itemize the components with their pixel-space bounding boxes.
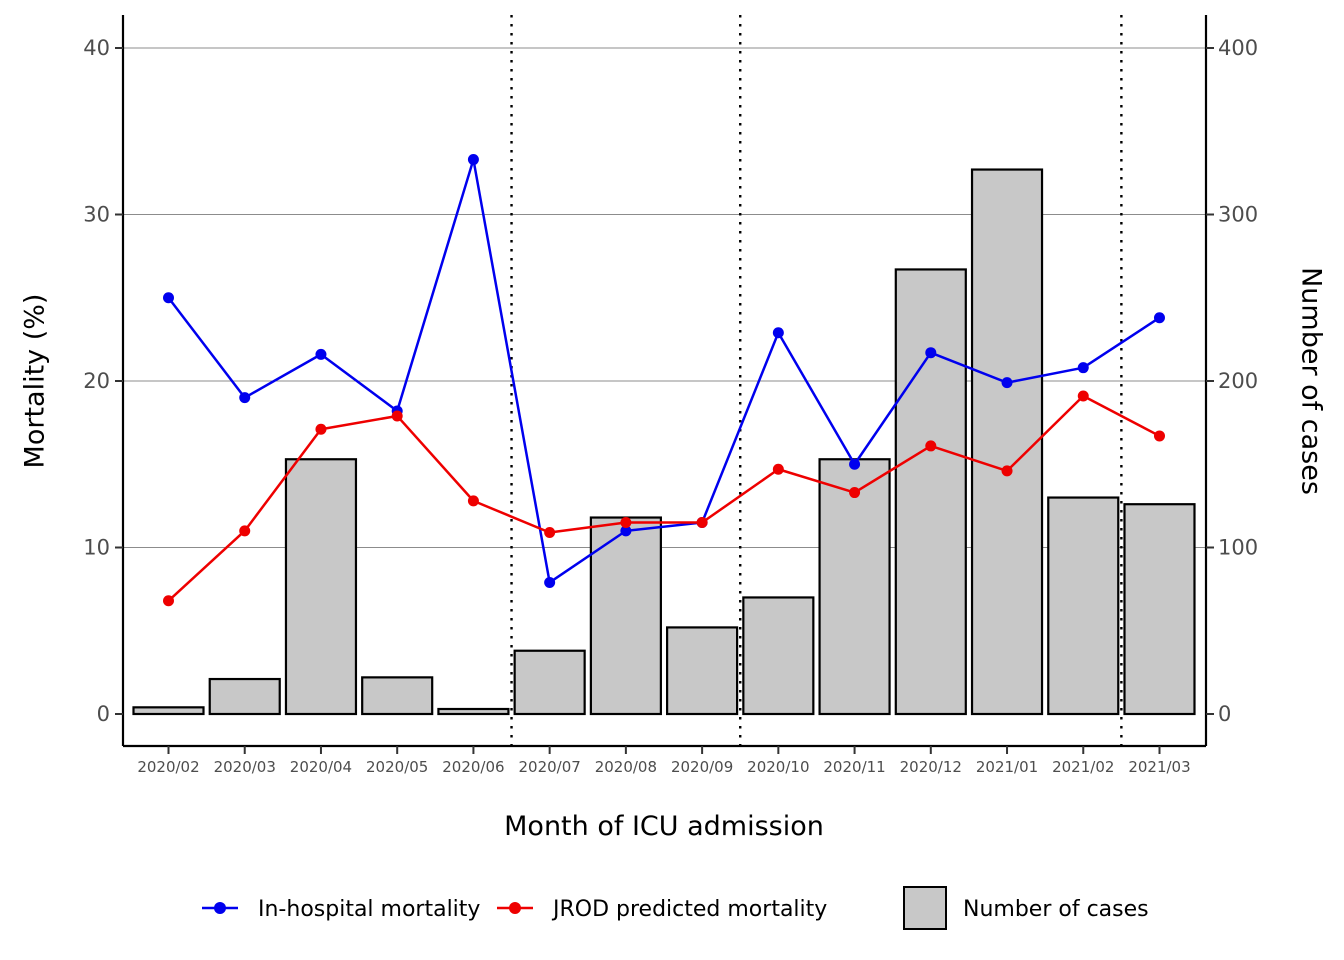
bar-2020/06	[437, 707, 510, 716]
y2-axis-title: Number of cases	[1296, 267, 1327, 495]
point-in-hospital-2020/04	[315, 348, 327, 360]
line-in-hospital	[167, 158, 1161, 584]
point-in-hospital-2021/03	[1153, 312, 1165, 324]
y2-tick-label-200: 200	[1218, 369, 1258, 393]
x-tick-label-2020/07: 2020/07	[518, 758, 580, 776]
point-in-hospital-2021/01	[1001, 377, 1013, 389]
y-tick-label-30: 30	[83, 203, 110, 227]
x-tick-label-2020/09: 2020/09	[671, 758, 733, 776]
point-in-hospital-2020/10	[772, 327, 784, 339]
x-tick-label-2020/11: 2020/11	[823, 758, 885, 776]
bar-2021/01	[970, 168, 1044, 716]
x-tick-label-2020/04: 2020/04	[290, 758, 352, 776]
x-tick-label-2021/01: 2021/01	[976, 758, 1038, 776]
point-jrod-2020/07	[544, 527, 556, 539]
point-jrod-2021/02	[1077, 390, 1089, 402]
legend-item-cases: Number of cases	[903, 886, 1149, 930]
bar-2020/09	[666, 626, 739, 716]
x-tick-label-2020/05: 2020/05	[366, 758, 428, 776]
bar-2020/05	[361, 676, 434, 716]
point-jrod-2021/01	[1001, 465, 1013, 477]
x-tick-label-2020/06: 2020/06	[442, 758, 504, 776]
point-in-hospital-2021/02	[1077, 362, 1089, 374]
point-jrod-2020/05	[391, 410, 403, 422]
bar-2020/04	[284, 458, 358, 716]
point-in-hospital-2020/07	[544, 576, 556, 588]
legend-label-jrod: JROD predicted mortality	[551, 897, 827, 922]
y-tick-label-10: 10	[83, 536, 110, 560]
point-jrod-2020/02	[163, 595, 174, 607]
point-jrod-2020/04	[315, 423, 327, 435]
x-axis-title: Month of ICU admission	[504, 811, 824, 842]
series-lines	[163, 154, 1165, 607]
bar-2020/11	[818, 458, 891, 716]
point-jrod-2020/08	[620, 517, 632, 529]
y-tick-label-20: 20	[83, 369, 110, 393]
y2-tick-label-0: 0	[1218, 702, 1231, 726]
point-jrod-2020/03	[239, 525, 251, 537]
point-jrod-2020/09	[696, 517, 708, 529]
point-jrod-2020/11	[849, 487, 861, 499]
bar-2020/02	[132, 706, 205, 716]
bar-2020/10	[742, 596, 815, 716]
point-in-hospital-2020/03	[239, 392, 251, 404]
point-in-hospital-2020/12	[925, 347, 937, 359]
point-in-hospital-2020/11	[849, 458, 861, 470]
line-jrod	[167, 394, 1161, 602]
point-in-hospital-2020/02	[163, 292, 174, 304]
bar-2021/03	[1123, 503, 1196, 716]
legend-label-in-hospital: In-hospital mortality	[258, 897, 480, 922]
bar-2020/12	[894, 268, 967, 716]
x-tick-label-2020/02: 2020/02	[137, 758, 199, 776]
y2-tick-label-300: 300	[1218, 203, 1258, 227]
bar-2020/07	[513, 649, 586, 716]
x-tick-label-2020/10: 2020/10	[747, 758, 809, 776]
x-tick-label-2021/02: 2021/02	[1052, 758, 1114, 776]
legend-swatch-cases	[903, 886, 947, 930]
y-tick-label-0: 0	[97, 702, 110, 726]
x-tick-label-2021/03: 2021/03	[1128, 758, 1190, 776]
legend-item-in-hospital: In-hospital mortality	[202, 897, 480, 922]
y-tick-label-40: 40	[83, 36, 110, 60]
bar-2020/03	[208, 677, 281, 716]
bars	[132, 168, 1196, 716]
legend-marker-jrod	[509, 902, 521, 914]
y2-tick-label-400: 400	[1218, 36, 1258, 60]
point-jrod-2021/03	[1153, 430, 1165, 442]
bar-2021/02	[1047, 496, 1120, 716]
point-jrod-2020/12	[925, 440, 937, 452]
legend: In-hospital mortality JROD predicted mor…	[202, 886, 1149, 930]
legend-marker-in-hospital	[214, 902, 226, 914]
bar-2020/08	[589, 516, 662, 716]
x-tick-label-2020/03: 2020/03	[214, 758, 276, 776]
y-axis-title: Mortality (%)	[20, 294, 51, 469]
point-jrod-2020/06	[467, 495, 479, 507]
y2-tick-label-100: 100	[1218, 536, 1258, 560]
legend-label-cases: Number of cases	[963, 897, 1149, 922]
point-jrod-2020/10	[772, 463, 784, 475]
point-in-hospital-2020/08	[620, 525, 632, 537]
x-tick-label-2020/12: 2020/12	[900, 758, 962, 776]
legend-item-jrod: JROD predicted mortality	[497, 897, 827, 922]
point-in-hospital-2020/06	[467, 154, 479, 166]
x-tick-label-2020/08: 2020/08	[595, 758, 657, 776]
